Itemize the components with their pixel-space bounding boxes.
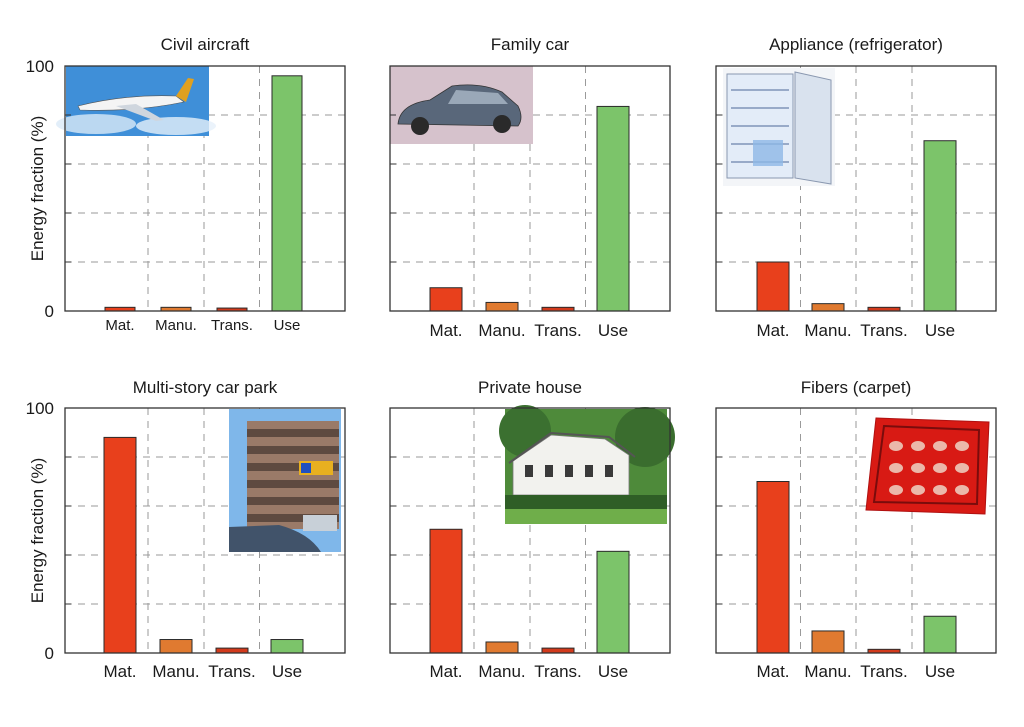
chart-panel-2: Family car Mat. Manu. Trans. Use [389,35,671,340]
bar-mat [103,436,137,654]
category-label: Trans. [860,321,908,340]
chart-title: Appliance (refrigerator) [769,35,943,54]
category-label: Use [925,662,955,681]
category-label: Trans. [534,321,582,340]
plot-frame [64,65,346,312]
bar-manu [811,303,845,312]
chart-title: Civil aircraft [161,35,250,54]
y-axis-label: Energy fraction (%) [28,458,47,604]
bar-manu [485,641,519,654]
chart-panel-5: Private house Mat. Manu. Trans. Use [389,378,675,681]
aircraft-icon [56,66,216,136]
house-icon [499,405,675,524]
bar-trans [215,647,249,654]
chart-panel-1: Civil aircraft Mat. Manu. Trans. Use 0 100 Ener… [26,35,346,334]
refrigerator-icon [723,68,835,186]
category-label: Mat. [429,662,462,681]
chart-title: Family car [491,35,570,54]
bar-manu [485,301,519,312]
chart-panel-4: Multi-story car park Mat. Manu. Trans. Use 0 1… [26,378,346,681]
car-park-icon [229,409,341,552]
category-label: Mat. [103,662,136,681]
bar-use [271,75,303,312]
category-label: Mat. [105,317,134,334]
category-label: Manu. [804,321,851,340]
chart-title: Fibers (carpet) [801,378,912,397]
category-label: Trans. [534,662,582,681]
category-label: Manu. [478,662,525,681]
bar-use [596,105,630,312]
category-label: Use [598,321,628,340]
bar-mat [756,481,790,654]
carpet-icon [865,417,990,515]
category-label: Trans. [860,662,908,681]
plot-frame [389,65,671,312]
bar-manu [811,630,845,654]
category-label: Manu. [152,662,199,681]
category-label: Trans. [211,317,253,334]
bar-mat [429,528,463,654]
y-tick-label: 0 [45,644,54,663]
category-label: Mat. [756,321,789,340]
y-axis-label: Energy fraction (%) [28,116,47,262]
chart-title: Private house [478,378,582,397]
bar-use [270,639,304,654]
chart-title: Multi-story car park [133,378,278,397]
y-tick-label: 100 [26,57,54,76]
plot-frame [64,407,346,654]
category-label: Use [925,321,955,340]
chart-panel-6: Fibers (carpet) Mat. Manu. Trans. Use [715,378,997,681]
bar-manu [159,639,193,654]
bar-use [923,615,957,654]
bar-use [596,550,630,654]
y-tick-label: 100 [26,399,54,418]
category-label: Use [272,662,302,681]
category-label: Use [598,662,628,681]
plot-frame [715,65,997,312]
category-label: Mat. [756,662,789,681]
y-tick-label: 0 [45,302,54,321]
car-icon [390,66,533,144]
bar-mat [756,261,790,312]
category-label: Manu. [478,321,525,340]
bar-mat [429,287,463,312]
category-label: Trans. [208,662,256,681]
category-label: Mat. [429,321,462,340]
category-label: Manu. [155,317,197,334]
bar-use [923,140,957,312]
plot-frame [715,407,997,654]
chart-panel-3: Appliance (refrigerator) Mat. Manu. Trans. U… [715,35,997,340]
category-label: Use [274,317,301,334]
category-label: Manu. [804,662,851,681]
bar-trans [541,647,575,654]
plot-frame [389,407,671,654]
